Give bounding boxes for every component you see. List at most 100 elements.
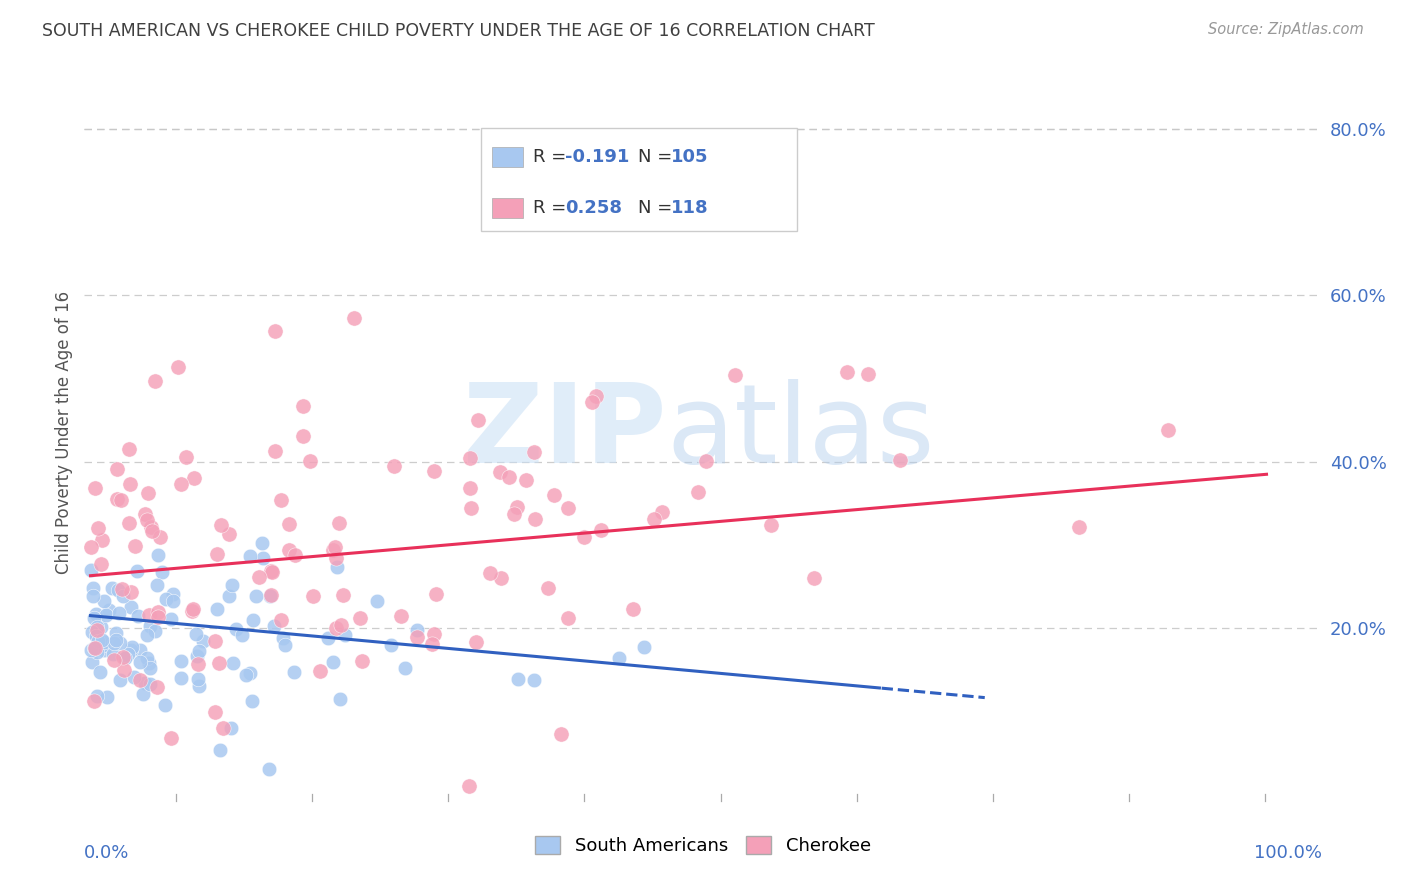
Point (87, 633, 110, 648)
Point (262, 565, 284, 579)
Text: ZIP: ZIP (463, 379, 666, 486)
Point (91, 632, 114, 647)
Point (1157, 423, 1180, 437)
Point (259, 763, 281, 777)
Text: 0.0%: 0.0% (84, 844, 129, 862)
Point (889, 453, 911, 467)
Point (835, 365, 858, 379)
Text: N =: N = (638, 148, 678, 166)
Point (162, 593, 184, 607)
Point (209, 518, 232, 533)
Point (80, 540, 103, 554)
Point (104, 625, 127, 640)
Point (94, 608, 117, 623)
Text: atlas: atlas (666, 379, 935, 486)
Point (506, 673, 529, 687)
Point (187, 657, 209, 672)
Point (252, 550, 274, 565)
Text: -0.191: -0.191 (565, 148, 630, 166)
Point (84, 607, 107, 621)
Point (212, 721, 235, 735)
Point (128, 608, 150, 623)
Point (208, 743, 231, 757)
Point (557, 500, 579, 515)
Point (101, 647, 124, 661)
Point (278, 542, 301, 557)
Point (633, 640, 655, 654)
Point (108, 673, 131, 687)
Point (543, 488, 565, 502)
Point (186, 648, 208, 663)
Point (292, 399, 315, 413)
Point (207, 547, 229, 561)
Point (150, 565, 173, 579)
Point (550, 727, 572, 741)
Point (89, 665, 111, 679)
Point (263, 618, 285, 632)
Point (205, 601, 228, 615)
Point (322, 655, 344, 669)
Point (274, 638, 297, 652)
Point (326, 560, 349, 574)
Point (138, 656, 160, 670)
Point (204, 633, 226, 648)
Point (283, 665, 305, 679)
Point (460, 501, 482, 516)
Point (333, 628, 356, 642)
Point (138, 485, 160, 500)
Text: 118: 118 (671, 199, 709, 217)
Point (406, 630, 429, 644)
Point (111, 589, 134, 603)
Point (129, 655, 152, 669)
Point (478, 566, 501, 580)
Point (856, 367, 879, 381)
Point (503, 508, 526, 522)
Point (292, 429, 315, 443)
Point (238, 666, 260, 681)
Point (506, 500, 529, 514)
Point (478, 188, 501, 202)
Point (96, 690, 118, 704)
Point (325, 621, 347, 635)
Point (86, 623, 108, 637)
Point (127, 564, 149, 578)
Point (87, 521, 110, 535)
Point (143, 374, 166, 388)
Point (252, 536, 274, 550)
Point (146, 680, 169, 694)
Point (108, 636, 131, 650)
Y-axis label: Child Poverty Under the Age of 16: Child Poverty Under the Age of 16 (55, 291, 73, 574)
Point (187, 672, 209, 686)
Point (90, 533, 112, 547)
Point (242, 694, 264, 708)
Point (86, 627, 108, 641)
Point (686, 484, 709, 499)
Point (394, 661, 416, 675)
Point (382, 458, 405, 473)
Legend: South Americans, Cherokee: South Americans, Cherokee (530, 830, 876, 861)
Point (221, 578, 243, 592)
Point (134, 675, 156, 690)
Point (423, 627, 446, 641)
Point (491, 571, 513, 585)
Point (316, 631, 339, 645)
Point (138, 608, 160, 623)
Point (184, 627, 207, 641)
Point (425, 586, 447, 600)
Point (93, 594, 115, 608)
Point (98, 603, 121, 617)
Text: 100.0%: 100.0% (1254, 844, 1322, 862)
Point (183, 602, 205, 616)
Point (117, 648, 139, 662)
Point (134, 507, 156, 521)
Text: 0.258: 0.258 (565, 199, 623, 217)
Point (759, 518, 782, 533)
Point (183, 471, 205, 485)
Point (231, 628, 253, 642)
Point (121, 640, 143, 655)
Point (222, 656, 245, 670)
Point (118, 477, 141, 491)
Point (187, 679, 209, 693)
Point (515, 473, 537, 487)
Point (803, 571, 825, 585)
